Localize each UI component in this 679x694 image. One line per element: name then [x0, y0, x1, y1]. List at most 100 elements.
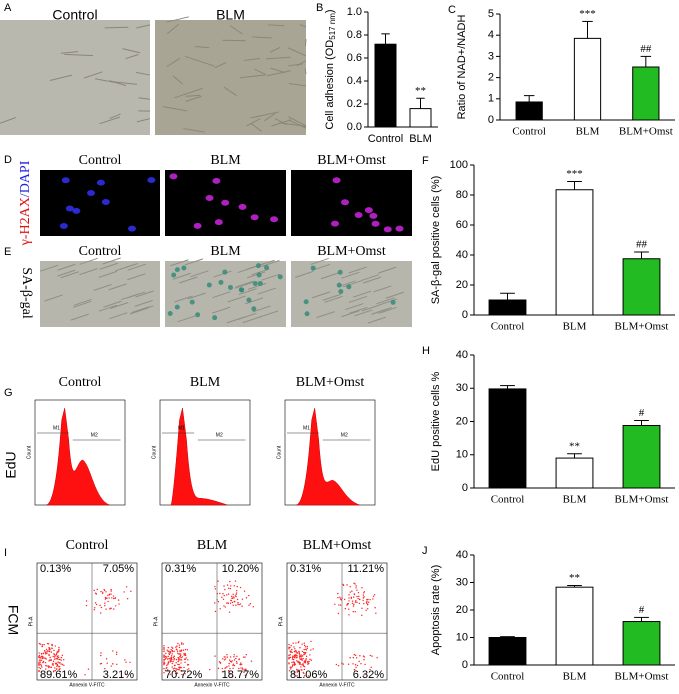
event-dot [51, 644, 53, 647]
panel-letter: F [422, 155, 429, 167]
event-dot [181, 642, 183, 644]
event-dot [228, 662, 230, 665]
quadrant-pct: 18.77% [222, 669, 260, 681]
event-dot [232, 604, 234, 606]
event-dot [214, 602, 216, 604]
event-dot [238, 667, 240, 670]
event-dot [237, 601, 239, 604]
event-dot [166, 664, 168, 667]
cell-streak [83, 71, 103, 79]
event-dot [348, 597, 350, 599]
cell-streak [257, 287, 277, 295]
event-dot [228, 611, 231, 613]
event-dot [48, 666, 50, 669]
event-dot [176, 651, 179, 653]
event-dot [45, 658, 47, 660]
cell-streak [114, 264, 134, 272]
event-dot [303, 642, 305, 644]
event-dot [312, 648, 314, 650]
cell-streak [102, 257, 121, 265]
cell-streak [57, 269, 76, 277]
event-dot [168, 657, 170, 660]
event-dot [87, 668, 90, 670]
nucleus [59, 222, 68, 229]
x-tick-label: BLM [563, 321, 587, 333]
cell-streak [304, 39, 307, 47]
cell-streak [185, 94, 201, 97]
event-dot [53, 653, 56, 656]
cell-streak [79, 257, 98, 265]
cell-streak [109, 312, 128, 320]
event-dot [58, 662, 60, 664]
event-dot [223, 659, 226, 661]
event-dot [115, 653, 118, 656]
event-dot [55, 662, 57, 664]
event-dot [352, 663, 354, 665]
event-dot [173, 650, 175, 652]
event-dot [183, 652, 185, 655]
event-dot [163, 659, 165, 661]
event-dot [223, 605, 225, 607]
event-dot [57, 651, 59, 653]
y-axis-label: Ratio of NAD+/NADH [456, 15, 468, 120]
cell-streak [95, 78, 116, 84]
event-dot [188, 668, 190, 670]
stained-cell [227, 284, 233, 290]
cell-streak [177, 315, 196, 323]
event-dot [60, 656, 63, 659]
cell-streak [246, 271, 266, 279]
event-dot [353, 603, 355, 606]
event-dot [106, 662, 108, 664]
x-tick-label: Control [491, 671, 525, 683]
micrograph [155, 20, 306, 135]
event-dot [44, 651, 47, 654]
significance: # [639, 604, 645, 616]
nucleus [86, 189, 95, 196]
event-dot [110, 593, 112, 595]
event-dot [95, 603, 98, 606]
significance: ** [569, 440, 580, 452]
cell-streak [174, 295, 193, 303]
event-dot [347, 663, 350, 665]
cell-streak [288, 116, 307, 127]
bar [409, 108, 432, 128]
event-dot [165, 667, 167, 669]
cell-streak [252, 305, 271, 313]
event-dot [100, 606, 103, 609]
event-dot [181, 673, 183, 676]
x-tick-label: BLM [409, 133, 432, 145]
event-dot [366, 598, 368, 601]
nucleus [395, 225, 404, 232]
event-dot [163, 663, 165, 666]
event-dot [226, 653, 228, 656]
event-dot [167, 669, 169, 671]
event-dot [238, 603, 240, 606]
event-dot [63, 664, 65, 667]
event-dot [209, 668, 211, 671]
event-dot [240, 662, 242, 664]
event-dot [175, 648, 178, 650]
event-dot [244, 656, 246, 658]
stained-cell [222, 269, 228, 275]
event-dot [374, 607, 376, 609]
event-dot [176, 649, 178, 651]
event-dot [348, 600, 350, 602]
quadrant-pct: 0.31% [290, 563, 321, 575]
cell-streak [60, 51, 79, 54]
cell-streak [73, 298, 92, 306]
panel-letter: E [4, 246, 11, 258]
nucleus [354, 211, 363, 218]
event-dot [172, 656, 174, 659]
event-dot [369, 668, 371, 671]
stained-cell [174, 267, 180, 273]
panel-letter: D [4, 154, 12, 166]
cell-streak [125, 54, 139, 60]
event-dot [355, 585, 357, 587]
stained-cell [277, 274, 283, 280]
y-tick-label: 30 [456, 382, 468, 394]
event-dot [226, 666, 228, 668]
event-dot [104, 667, 106, 670]
event-dot [339, 598, 342, 600]
event-dot [58, 646, 60, 649]
event-dot [353, 596, 355, 598]
